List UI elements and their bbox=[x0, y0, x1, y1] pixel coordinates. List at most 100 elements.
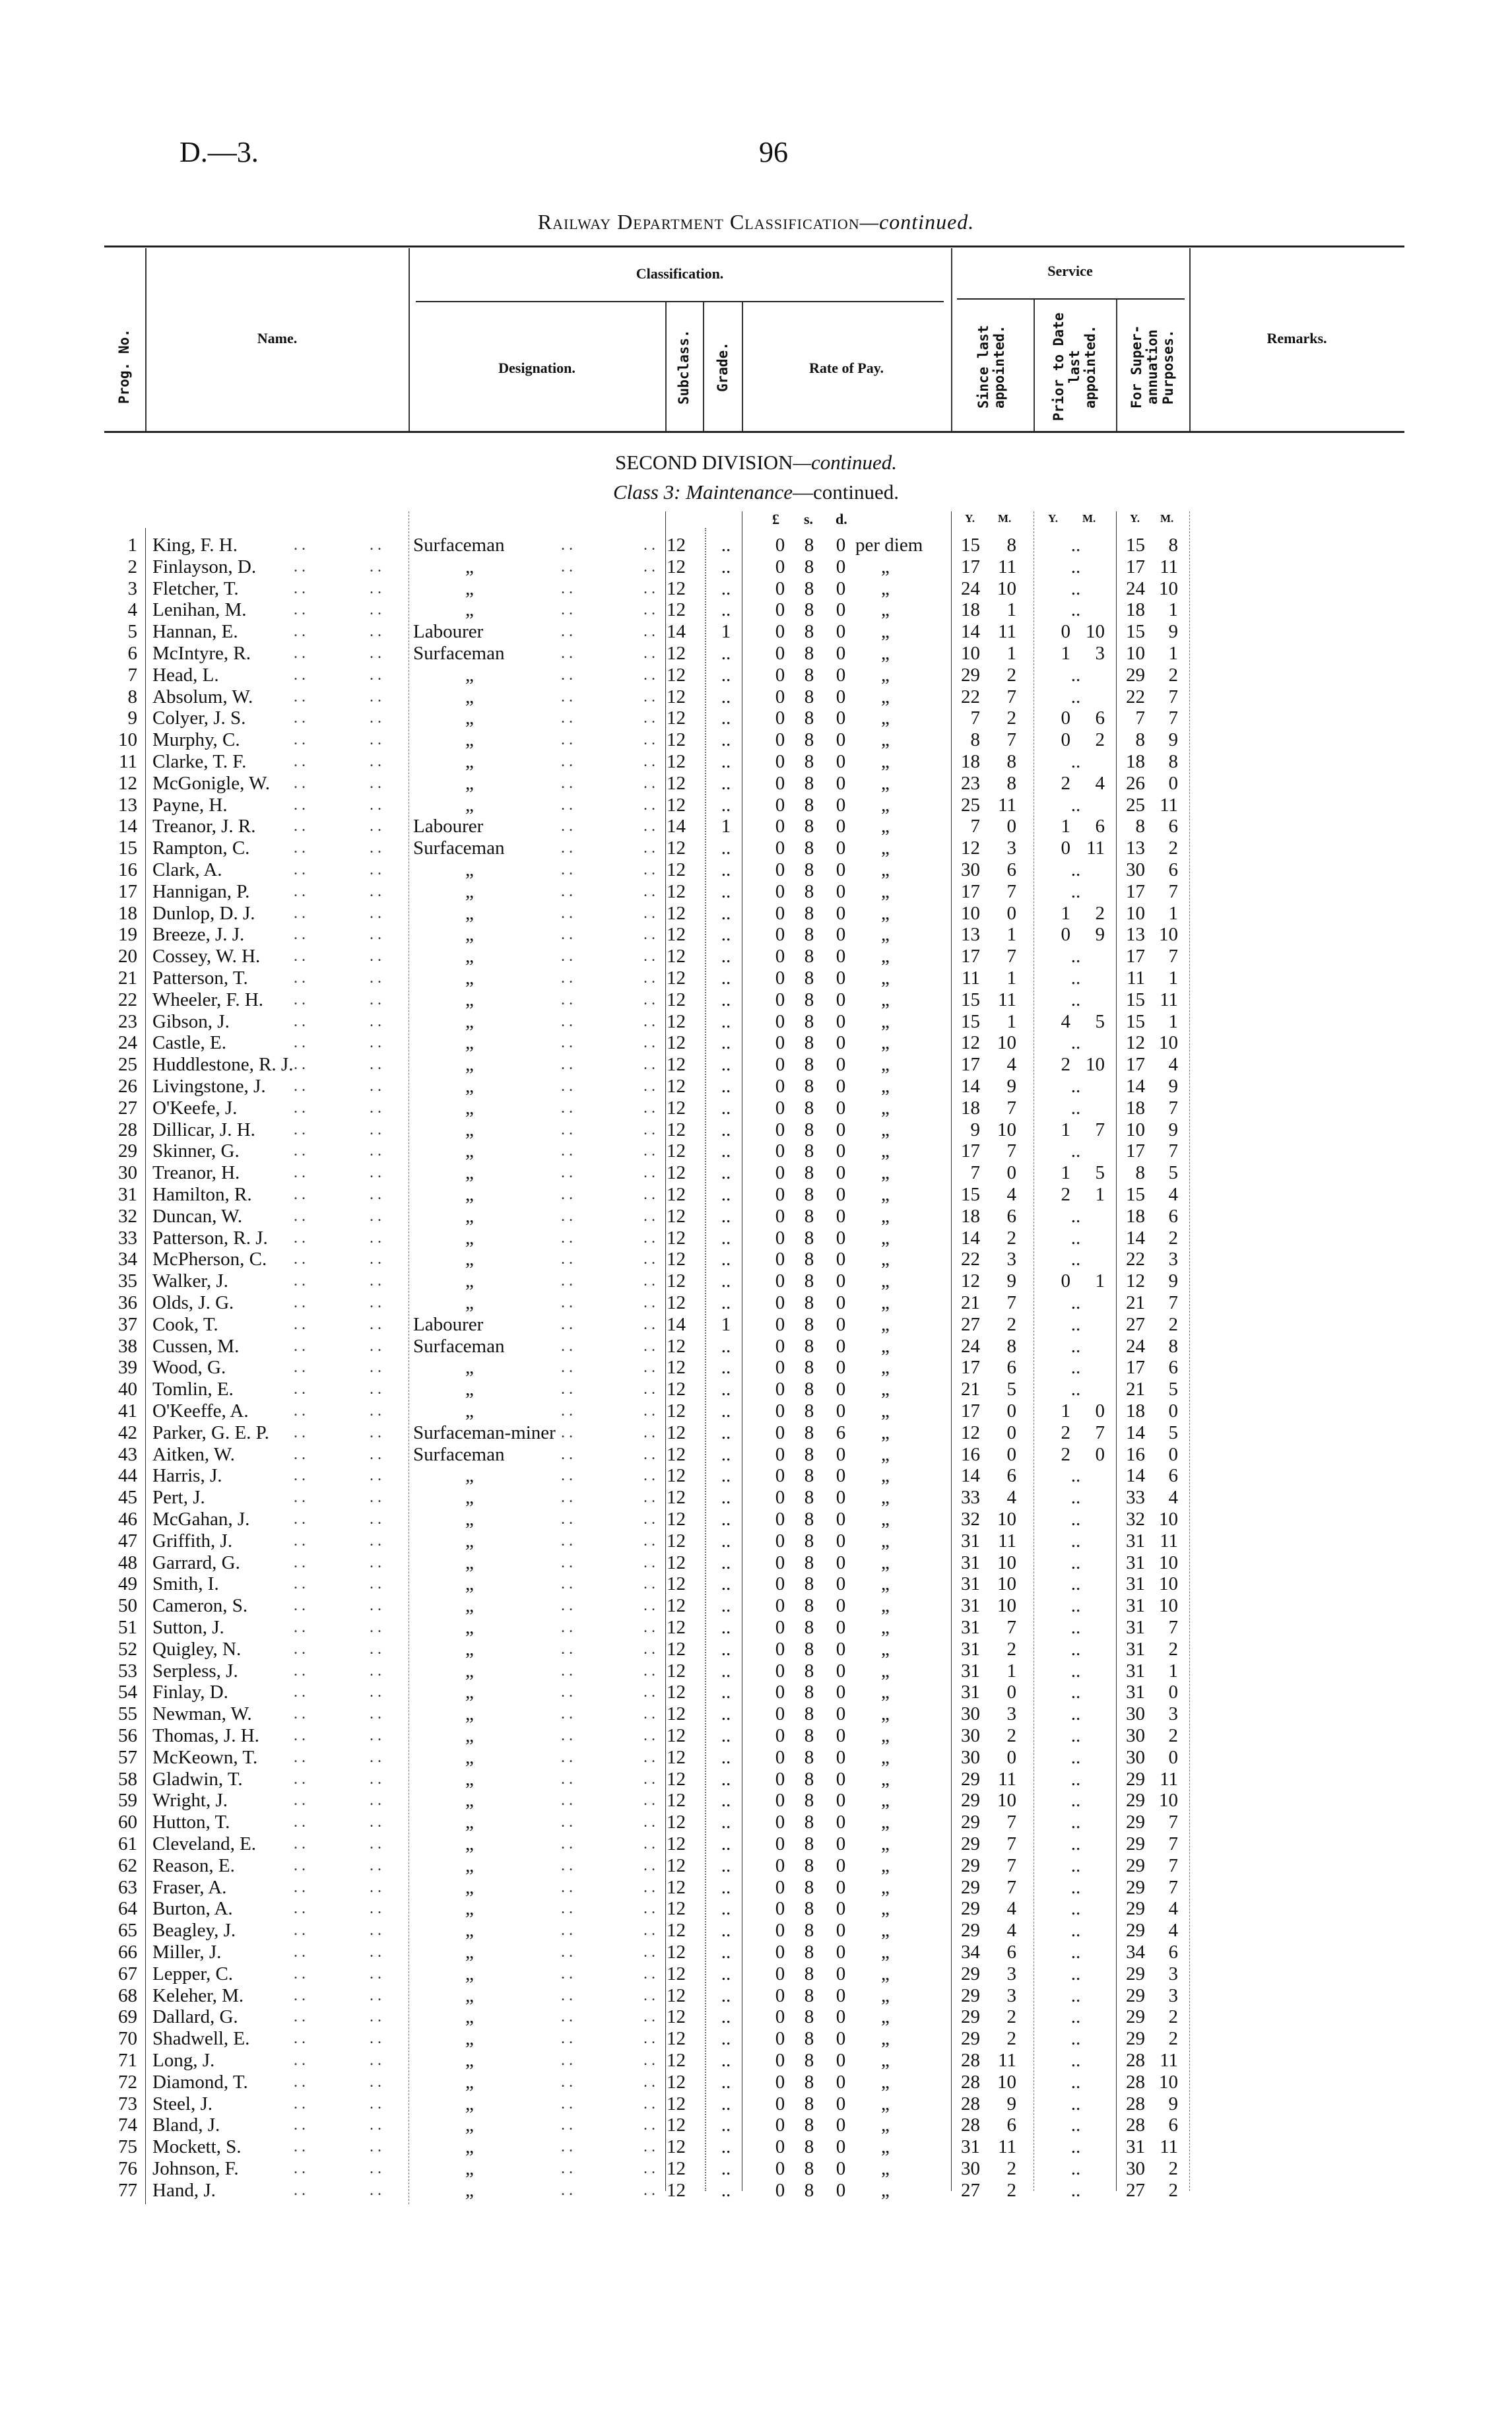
since-years: 15 bbox=[961, 1010, 980, 1032]
pay-pounds: 0 bbox=[775, 1703, 785, 1725]
name-leader-dots: . . bbox=[294, 2138, 306, 2156]
name-leader-dots: . . bbox=[370, 882, 381, 900]
table-row: 69 Dallard, G. „ 12.. 0 8 0 „ 29 2.. 29 2. .. .. ..… bbox=[0, 2006, 1512, 2028]
pay-shillings: 8 bbox=[804, 577, 814, 599]
name-leader-dots: . . bbox=[294, 1900, 306, 1918]
super-months: 11 bbox=[1160, 556, 1178, 577]
grade: .. bbox=[721, 1812, 731, 1833]
prog-no: 66 bbox=[118, 1942, 137, 1963]
staff-name: Huddlestone, R. J. bbox=[152, 1054, 294, 1076]
super-years: 24 bbox=[1126, 1335, 1145, 1357]
designation-leader-dots: . . bbox=[643, 1164, 655, 1182]
designation: „ bbox=[465, 2050, 474, 2071]
pay-period: „ bbox=[881, 2028, 890, 2050]
since-months: 10 bbox=[997, 1119, 1016, 1140]
pay-period: „ bbox=[881, 1205, 890, 1227]
subclass: 12 bbox=[667, 1573, 686, 1595]
designation-leader-dots: . . bbox=[643, 926, 655, 944]
super-months: 10 bbox=[1159, 1573, 1178, 1595]
pay-pounds: 0 bbox=[775, 1119, 785, 1140]
header-designation: Designation. bbox=[498, 360, 575, 376]
name-leader-dots: . . bbox=[294, 1727, 306, 1744]
prior-years: .. bbox=[1070, 2071, 1081, 2093]
pay-shillings: 8 bbox=[804, 1573, 814, 1595]
staff-name: Bland, J. bbox=[152, 2114, 220, 2136]
grade: .. bbox=[721, 1942, 731, 1963]
super-months: 7 bbox=[1168, 1140, 1179, 1162]
designation-leader-dots: . . bbox=[643, 1121, 655, 1138]
pay-pence: 0 bbox=[836, 1876, 846, 1898]
subclass: 12 bbox=[667, 967, 686, 989]
since-months: 1 bbox=[1006, 967, 1017, 989]
pay-shillings: 8 bbox=[804, 1162, 814, 1184]
grade: 1 bbox=[721, 816, 731, 837]
name-leader-dots: . . bbox=[294, 2181, 306, 2199]
since-months: 3 bbox=[1006, 1984, 1017, 2006]
staff-name: Cussen, M. bbox=[152, 1335, 240, 1357]
unit-shilling: s. bbox=[804, 511, 814, 527]
prog-no: 72 bbox=[118, 2071, 137, 2093]
designation: „ bbox=[465, 1119, 474, 1140]
since-months: 7 bbox=[1006, 1292, 1017, 1313]
prior-years: .. bbox=[1070, 2158, 1081, 2179]
super-years: 29 bbox=[1126, 1898, 1145, 1920]
pay-shillings: 8 bbox=[804, 1595, 814, 1617]
prior-years: .. bbox=[1070, 1205, 1081, 1227]
designation-leader-dots: . . bbox=[643, 1034, 655, 1052]
pay-period: „ bbox=[881, 837, 890, 859]
super-months: 5 bbox=[1168, 1422, 1179, 1443]
name-leader-dots: . . bbox=[294, 1511, 306, 1528]
since-months: 2 bbox=[1006, 1638, 1017, 1660]
pay-shillings: 8 bbox=[804, 924, 814, 946]
designation: „ bbox=[465, 2006, 474, 2028]
super-years: 28 bbox=[1126, 2093, 1145, 2114]
designation: „ bbox=[465, 1725, 474, 1746]
since-years: 15 bbox=[961, 1184, 980, 1205]
name-leader-dots: . . bbox=[370, 1835, 381, 1852]
prog-no: 56 bbox=[118, 1725, 137, 1746]
pay-pence: 0 bbox=[836, 599, 846, 621]
prog-no: 38 bbox=[118, 1335, 137, 1357]
prior-years: .. bbox=[1070, 599, 1081, 621]
prior-years: 4 bbox=[1061, 1010, 1071, 1032]
subclass: 12 bbox=[667, 1097, 686, 1119]
designation: „ bbox=[465, 1768, 474, 1790]
name-leader-dots: . . bbox=[370, 623, 381, 641]
prior-months: 7 bbox=[1095, 1422, 1105, 1443]
staff-name: Hannan, E. bbox=[152, 621, 238, 643]
name-leader-dots: . . bbox=[294, 579, 306, 597]
super-months: 3 bbox=[1168, 1249, 1179, 1270]
name-leader-dots: . . bbox=[294, 1748, 306, 1766]
prior-years: .. bbox=[1070, 556, 1081, 577]
subclass: 12 bbox=[667, 2006, 686, 2028]
since-months: 0 bbox=[1006, 816, 1017, 837]
prior-years: .. bbox=[1070, 2136, 1081, 2158]
name-leader-dots: . . bbox=[294, 1684, 306, 1701]
designation-leader-dots: . . bbox=[561, 1315, 573, 1333]
designation-leader-dots: . . bbox=[561, 1489, 573, 1507]
subclass: 12 bbox=[667, 924, 686, 946]
name-leader-dots: . . bbox=[370, 1727, 381, 1744]
super-months: 7 bbox=[1168, 1097, 1179, 1119]
since-months: 0 bbox=[1006, 902, 1017, 924]
designation-leader-dots: . . bbox=[561, 1121, 573, 1138]
grade: .. bbox=[721, 1292, 731, 1313]
super-years: 10 bbox=[1126, 902, 1145, 924]
since-months: 2 bbox=[1006, 2179, 1017, 2201]
designation-leader-dots: . . bbox=[561, 1662, 573, 1680]
pay-shillings: 8 bbox=[804, 1379, 814, 1400]
table-row: 71 Long, J. „ 12.. 0 8 0 „ 28 11.. 28 11. .. .. .. … bbox=[0, 2050, 1512, 2072]
designation-leader-dots: . . bbox=[561, 1814, 573, 1831]
designation-leader-dots: . . bbox=[561, 1705, 573, 1723]
designation: „ bbox=[465, 1357, 474, 1379]
pay-shillings: 8 bbox=[804, 1898, 814, 1920]
staff-name: Hand, J. bbox=[152, 2179, 216, 2201]
pay-pounds: 0 bbox=[775, 686, 785, 707]
pay-pence: 0 bbox=[836, 1746, 846, 1768]
prior-months: 1 bbox=[1095, 1184, 1105, 1205]
table-row: 26 Livingstone, J. „ 12.. 0 8 0 „ 14 9.. 14 9. .. .… bbox=[0, 1076, 1512, 1097]
grade: .. bbox=[721, 1400, 731, 1422]
staff-name: Fraser, A. bbox=[152, 1876, 227, 1898]
pay-shillings: 8 bbox=[804, 1249, 814, 1270]
designation-leader-dots: . . bbox=[643, 1554, 655, 1571]
